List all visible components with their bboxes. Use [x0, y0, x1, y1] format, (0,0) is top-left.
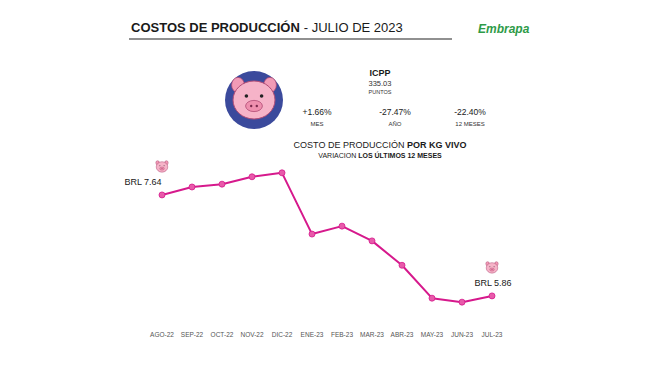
pig-snout — [490, 268, 495, 271]
subtitle: COSTO DE PRODUCCIÓN POR KG VIVO — [294, 140, 467, 150]
chart: COSTOS DE PRODUCCIÓN - JULIO DE 2023 Embra… — [0, 0, 650, 366]
title-date: - JULIO DE 2023 — [304, 20, 403, 35]
pig-eye — [493, 266, 495, 268]
pig-nostril — [492, 269, 494, 271]
label-pig — [486, 262, 498, 273]
logo: Embrapa — [478, 22, 530, 36]
x-tick-label: JUN-23 — [451, 331, 473, 338]
pig-eye — [260, 94, 264, 98]
subtitle-part: COSTO DE PRODUCCIÓN — [294, 140, 407, 150]
marker — [399, 262, 405, 268]
x-tick-label: JUL-23 — [482, 331, 503, 338]
marker — [339, 223, 345, 229]
line — [162, 173, 492, 302]
subtitle-part: POR KG VIVO — [407, 140, 467, 150]
pig-snout — [246, 100, 263, 111]
background — [0, 0, 650, 366]
x-tick-label: ABR-23 — [391, 331, 414, 338]
pig-nostril — [162, 168, 164, 170]
index-unit: PUNTOS — [369, 89, 392, 95]
marker — [189, 184, 195, 190]
pig-snout — [160, 167, 165, 170]
change-period: MES — [310, 121, 323, 127]
change-period: AÑO — [388, 121, 401, 127]
plot — [159, 170, 495, 305]
x-tick-label: NOV-22 — [240, 331, 264, 338]
x-tick-label: MAR-23 — [360, 331, 384, 338]
x-tick-label: SEP-22 — [181, 331, 204, 338]
change-value: +1.66% — [302, 107, 332, 117]
x-tick-label: ENE-23 — [301, 331, 324, 338]
data-label: BRL 7.64 — [124, 177, 161, 187]
pig-nostril — [490, 269, 492, 271]
marker — [489, 293, 495, 299]
index-name: ICPP — [369, 68, 390, 78]
pig-nostril — [250, 105, 252, 107]
change-value: -22.40% — [454, 107, 486, 117]
subtitle: VARIACION LOS ÚLTIMOS 12 MESES — [318, 151, 442, 159]
pig-eye — [245, 94, 249, 98]
marker — [309, 231, 315, 237]
index-value: 335.03 — [369, 79, 392, 88]
title-underline — [129, 38, 452, 39]
title-main: COSTOS DE PRODUCCIÓN — [131, 20, 300, 35]
marker — [459, 299, 465, 305]
subtitle-part: LOS ÚLTIMOS 12 MESES — [358, 151, 442, 159]
icon-circle — [225, 71, 283, 129]
marker — [249, 174, 255, 180]
pig-eye — [163, 165, 165, 167]
pig-head — [233, 81, 275, 119]
change-period: 12 MESES — [455, 121, 484, 127]
pig-nostril — [160, 168, 162, 170]
title: COSTOS DE PRODUCCIÓN - JULIO DE 2023 — [131, 20, 403, 35]
subtitle-part: VARIACION — [318, 152, 358, 159]
icon-pig — [232, 77, 277, 119]
pig-head — [156, 162, 168, 172]
marker — [159, 192, 165, 198]
x-tick-label: AGO-22 — [150, 331, 174, 338]
x-tick-label: DIC-22 — [272, 331, 293, 338]
pig-nostril — [256, 105, 258, 107]
pig-head — [486, 263, 498, 273]
label-pig — [156, 161, 168, 172]
pig-eye — [159, 165, 161, 167]
change-value: -27.47% — [379, 107, 411, 117]
marker — [279, 170, 285, 176]
x-tick-label: MAY-23 — [421, 331, 444, 338]
marker — [429, 295, 435, 301]
pig-eye — [489, 266, 491, 268]
marker — [369, 238, 375, 244]
data-label: BRL 5.86 — [474, 278, 511, 288]
marker — [219, 181, 225, 187]
x-tick-label: OCT-22 — [211, 331, 234, 338]
x-tick-label: FEB-23 — [331, 331, 353, 338]
